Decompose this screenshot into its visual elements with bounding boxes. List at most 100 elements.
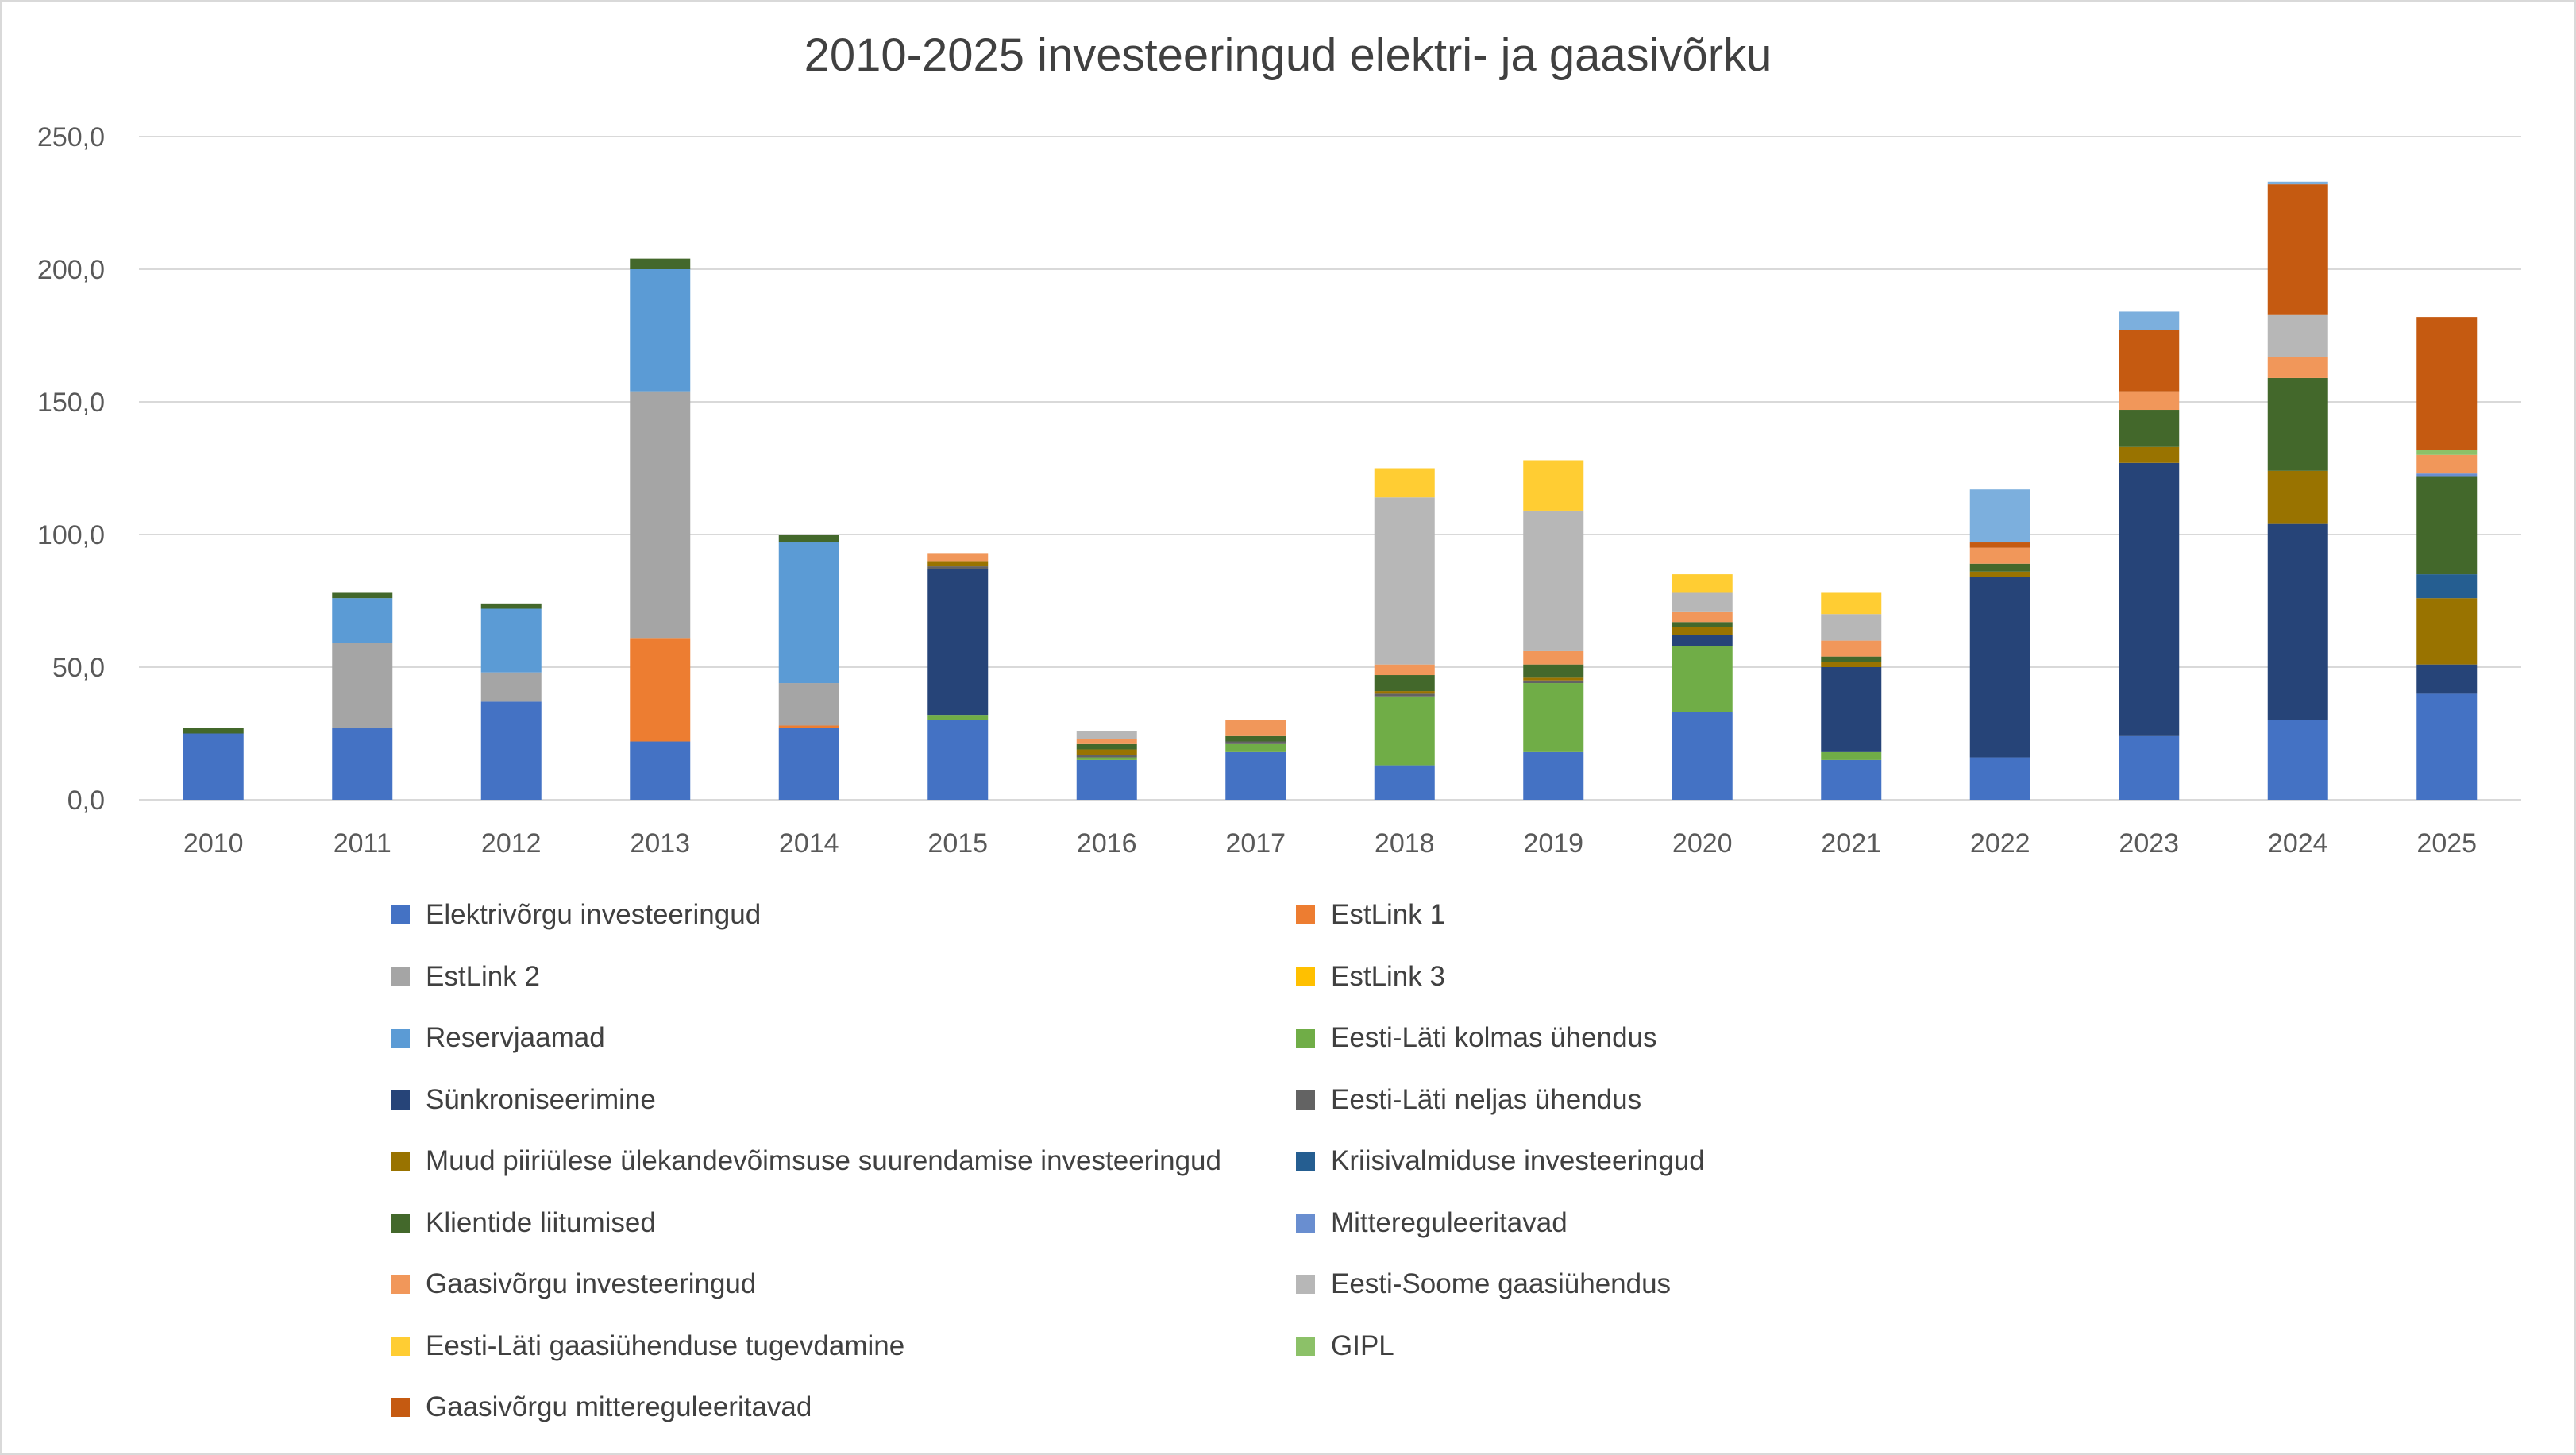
bar-segment [1821, 662, 1882, 667]
bar-segment [630, 638, 691, 742]
legend-swatch [391, 1213, 410, 1233]
legend-item: Gaasivõrgu investeeringud [391, 1260, 756, 1308]
legend-swatch [391, 905, 410, 924]
bar-segment [778, 725, 839, 728]
bar-segment [1076, 743, 1137, 750]
x-tick-label: 2017 [1225, 828, 1286, 859]
bar-segment [1076, 757, 1137, 760]
bar-segment [2416, 574, 2478, 599]
x-tick-label: 2014 [779, 828, 839, 859]
bar-segment [927, 720, 989, 800]
bar-segment [778, 728, 839, 800]
bar-segment [1374, 675, 1435, 692]
legend-label: Kriisivalmiduse investeeringud [1331, 1145, 1705, 1176]
bar-segment [1225, 751, 1286, 800]
legend-label: Gaasivõrgu mittereguleeritavad [426, 1391, 812, 1422]
legend-label: Eesti-Läti neljas ühendus [1331, 1083, 1642, 1115]
bar-segment [2416, 693, 2478, 800]
x-tick-label: 2013 [630, 828, 690, 859]
x-tick-label: 2025 [2416, 828, 2477, 859]
bar-segment [1374, 696, 1435, 766]
bar-segment [1076, 759, 1137, 800]
bar-segment [1969, 571, 2030, 577]
bar-segment [1969, 547, 2030, 564]
bar-segment [1672, 622, 1733, 627]
bar-segment [2416, 473, 2478, 477]
bar-segment [1374, 664, 1435, 676]
x-tick-label: 2012 [481, 828, 542, 859]
bar-segment [1374, 765, 1435, 800]
x-tick-label: 2022 [1970, 828, 2030, 859]
bar-segment [2119, 410, 2180, 447]
bar-segment [183, 733, 244, 800]
bar-segment [927, 569, 989, 716]
legend-label: Sünkroniseerimine [426, 1083, 656, 1115]
legend-label: Eesti-Soome gaasiühendus [1331, 1268, 1672, 1299]
bar-segment [332, 598, 393, 643]
bar-segment [1374, 468, 1435, 498]
legend-swatch [391, 1275, 410, 1294]
bar-segment [1523, 460, 1584, 511]
bar-segment [2416, 450, 2478, 455]
bar-segment [1672, 611, 1733, 623]
legend-label: GIPL [1331, 1330, 1394, 1361]
legend-swatch [1296, 1275, 1315, 1294]
legend-label: Klientide liitumised [426, 1206, 656, 1238]
bar-segment [2119, 462, 2180, 736]
bar-segment [1672, 592, 1733, 612]
bar-segment [1672, 646, 1733, 712]
bar-segment [2267, 470, 2328, 524]
bar-segment [1374, 497, 1435, 665]
bar-segment [630, 741, 691, 800]
bar-segment [1523, 683, 1584, 752]
bar-segment [927, 566, 989, 569]
x-tick-label: 2021 [1821, 828, 1881, 859]
legend-label: Gaasivõrgu investeeringud [426, 1268, 757, 1299]
bar-segment [1076, 739, 1137, 744]
y-tick-label: 100,0 [37, 520, 105, 550]
bar-segment [1225, 743, 1286, 752]
bar-segment [1076, 731, 1137, 739]
bar-segment [1523, 751, 1584, 800]
bar-segment [1969, 563, 2030, 572]
legend-item: EstLink 3 [1296, 953, 1445, 1001]
bar-segment [2416, 476, 2478, 575]
legend-item: EstLink 1 [1296, 891, 1445, 939]
bar-segment [1076, 749, 1137, 755]
legend-label: Muud piiriülese ülekandevõimsuse suurend… [426, 1145, 1221, 1176]
bar-segment [1225, 735, 1286, 742]
legend-swatch [1296, 905, 1315, 924]
bar-segment [1672, 635, 1733, 646]
legend-swatch [1296, 1029, 1315, 1048]
chart-title: 2010-2025 investeeringud elektri- ja gaa… [804, 29, 1772, 81]
legend-item: Eesti-Läti neljas ühendus [1296, 1076, 1641, 1124]
legend-swatch [1296, 1336, 1315, 1356]
bar-segment [332, 592, 393, 599]
bar-segment [630, 391, 691, 639]
legend-item: Eesti-Läti kolmas ühendus [1296, 1014, 1657, 1062]
bar-segment [1523, 650, 1584, 665]
x-tick-label: 2010 [183, 828, 244, 859]
bar-segment [2119, 735, 2180, 800]
bar-segment [1374, 693, 1435, 697]
bar-segment [1523, 510, 1584, 651]
bar-segment [2267, 377, 2328, 471]
legend-swatch [1296, 1090, 1315, 1110]
bar-segment [927, 561, 989, 567]
legend-item: Mittereguleeritavad [1296, 1199, 1568, 1247]
bar-segment [1969, 542, 2030, 548]
bar-segment [778, 542, 839, 684]
bar-segment [2416, 598, 2478, 665]
bar-segment [1523, 664, 1584, 678]
legend-swatch [391, 1398, 410, 1417]
bar-segment [1821, 759, 1882, 800]
bar-segment [480, 608, 542, 673]
legend-label: Eesti-Läti kolmas ühendus [1331, 1022, 1657, 1053]
bar-segment [927, 553, 989, 562]
bar-segment [1821, 751, 1882, 760]
bar-segment [1374, 691, 1435, 694]
bar-segment [1225, 741, 1286, 744]
